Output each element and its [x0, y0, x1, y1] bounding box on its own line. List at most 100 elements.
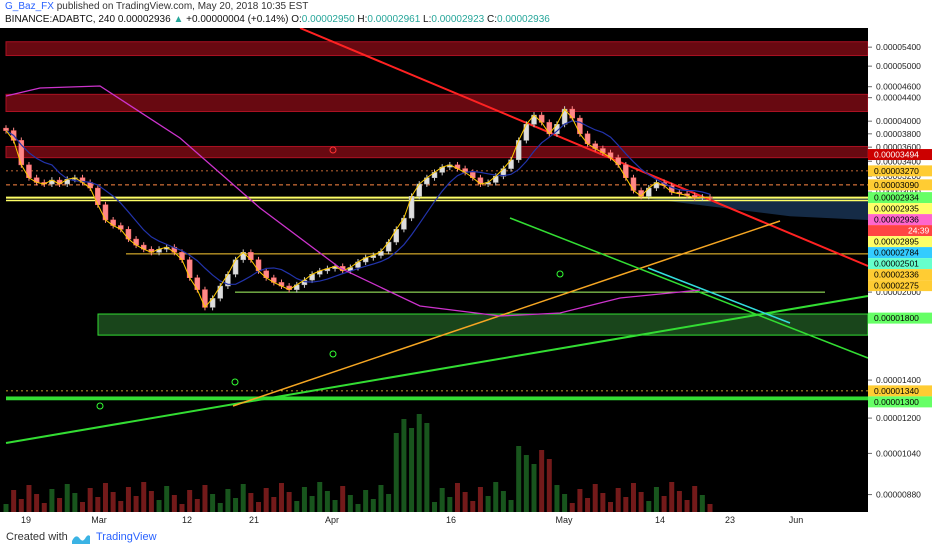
price-tag-bg: [868, 236, 932, 248]
volume-bar: [646, 501, 652, 512]
volume-bar: [676, 491, 682, 512]
price-tag-bg: [868, 258, 932, 270]
volume-bar: [34, 494, 40, 512]
volume-bar: [225, 489, 231, 512]
volume-bar: [95, 497, 101, 512]
volume-bar: [623, 497, 629, 512]
volume-bar: [661, 496, 667, 512]
price-tag: 0.00003494: [874, 150, 919, 160]
target-line: [647, 267, 791, 324]
price-chart[interactable]: 19 Mar 12 21 Apr 16 May 14 23 Jun 0.000054000.000…: [0, 28, 932, 526]
y-tick-label: 0.00004400: [876, 93, 921, 103]
marker-circle: [96, 402, 104, 410]
price-tag-bg: [868, 165, 932, 177]
resistance-zone: [5, 41, 869, 57]
volume-bar: [592, 484, 598, 512]
volume-bar: [653, 487, 659, 512]
publish-line: G_Baz_FX published on TradingView.com, M…: [5, 1, 308, 12]
volume-bar: [11, 490, 17, 512]
candle-body: [393, 229, 400, 243]
support-trendline: [5, 295, 869, 444]
price-tag: 0.00003090: [874, 180, 919, 190]
volume-bar: [409, 428, 415, 512]
volume-bar: [278, 483, 284, 512]
candle-body: [95, 187, 101, 206]
low-value: 0.00002923: [431, 14, 485, 25]
tradingview-link[interactable]: TradingView: [96, 531, 157, 543]
volume-bar: [179, 504, 185, 512]
y-tick-label: 0.00004600: [876, 82, 921, 92]
volume-bar: [125, 487, 131, 512]
volume-bar: [118, 501, 124, 512]
y-tick-label: 0.00005000: [876, 61, 921, 71]
x-tick-label: 21: [249, 515, 259, 525]
volume-bar: [370, 499, 376, 512]
volume-bar: [454, 483, 460, 512]
marker-circle: [329, 350, 337, 358]
volume-bar: [439, 488, 445, 512]
y-tick-label: 0.00004000: [876, 116, 921, 126]
author-link[interactable]: G_Baz_FX: [5, 1, 54, 12]
change-arrow-icon: ▲: [173, 14, 184, 25]
y-tick-label: 0.00003800: [876, 129, 921, 139]
candle-body: [515, 140, 522, 161]
x-tick-label: 19: [21, 515, 31, 525]
volume-bar: [3, 504, 9, 512]
high-label: H:: [357, 14, 368, 25]
volume-bar: [462, 492, 468, 512]
high-value: 0.00002961: [367, 14, 421, 25]
x-tick-label: 12: [182, 515, 192, 525]
volume-bar: [41, 503, 47, 512]
volume-bar: [194, 499, 200, 512]
support-band: [6, 396, 868, 401]
price-tag: 0.00002784: [874, 248, 919, 258]
volume-bar: [630, 483, 636, 512]
volume-bar: [164, 486, 170, 512]
price-tag-bg: [868, 269, 932, 281]
volume-bar: [531, 464, 537, 512]
channel-line: [509, 217, 869, 359]
volume-bar: [432, 502, 438, 512]
volume-bar: [72, 493, 78, 512]
candle-body: [194, 277, 201, 290]
volume-bar: [608, 502, 614, 512]
price-tag-bg: [868, 149, 932, 161]
price-tag-bg: [868, 312, 932, 324]
candle-body: [577, 117, 583, 135]
chart-header: G_Baz_FX published on TradingView.com, M…: [0, 0, 932, 28]
volume-bar: [110, 492, 116, 512]
rising-trendline: [232, 220, 781, 407]
long-moving-average-line: [5, 85, 701, 317]
price-tag-bg: [868, 214, 932, 226]
price-tag-bg: [868, 203, 932, 215]
volume-bar: [102, 483, 108, 512]
marker-circle: [329, 146, 337, 154]
volume-bar: [18, 499, 24, 512]
y-axis[interactable]: 0.00005400 0.00005000 0.000046000.00004400…: [868, 28, 932, 526]
volume-bar: [171, 495, 177, 512]
volume-bar: [401, 419, 407, 512]
candle-body: [3, 127, 9, 131]
volume-bar: [340, 486, 346, 512]
x-tick-label: 16: [446, 515, 456, 525]
resistance-trendline: [299, 28, 869, 267]
y-tick-label: 0.00000880: [876, 490, 921, 500]
candle-body: [623, 164, 629, 178]
volume-bar: [577, 489, 583, 512]
price-tag: 0.00002935: [874, 204, 919, 214]
low-label: L:: [423, 14, 432, 25]
y-tick-label: 0.00005400: [876, 42, 921, 52]
price-tag: 0.00002501: [874, 259, 919, 269]
candle-body: [26, 164, 32, 178]
price-line: [5, 108, 711, 309]
support-zone: [97, 313, 869, 336]
x-axis: 19 Mar 12 21 Apr 16 May 14 23 Jun: [0, 512, 868, 526]
candle-body: [232, 259, 239, 275]
last-price: 0.00002936: [117, 14, 171, 25]
volume-bar: [57, 498, 63, 512]
candle-body: [523, 124, 530, 141]
volume-bar: [363, 490, 369, 512]
volume-bar: [301, 487, 307, 512]
price-tag: 0.00002275: [874, 281, 919, 291]
price-tag: 0.00003270: [874, 166, 919, 176]
